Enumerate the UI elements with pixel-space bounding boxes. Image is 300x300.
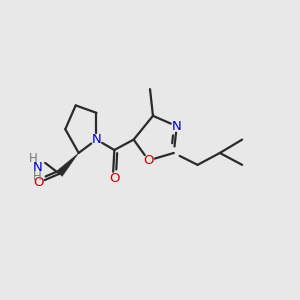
Text: H: H bbox=[33, 170, 42, 183]
Text: O: O bbox=[143, 154, 154, 167]
Text: N: N bbox=[92, 133, 101, 146]
Polygon shape bbox=[56, 153, 79, 176]
Text: H: H bbox=[29, 152, 38, 165]
Text: O: O bbox=[109, 172, 120, 185]
Text: N: N bbox=[33, 161, 43, 174]
Text: O: O bbox=[33, 176, 44, 189]
Text: N: N bbox=[172, 120, 182, 133]
